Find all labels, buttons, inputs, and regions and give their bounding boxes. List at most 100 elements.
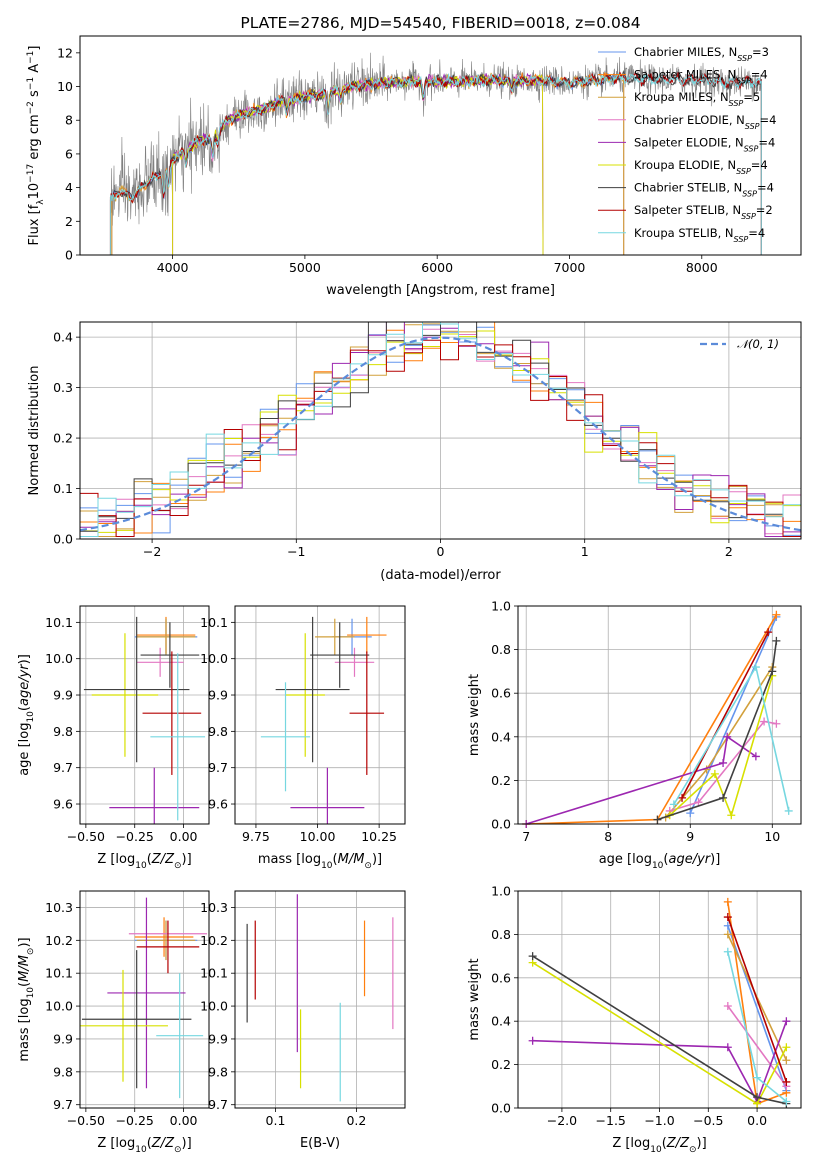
x-tick-label: 9.75 bbox=[242, 829, 270, 844]
x-tick-label: 5000 bbox=[289, 260, 321, 275]
x-tick-label: 0.1 bbox=[266, 1113, 286, 1128]
y-tick-label: 10.3 bbox=[45, 900, 73, 915]
model-spectrum-line bbox=[109, 72, 762, 255]
y-tick-label: 10.1 bbox=[45, 966, 73, 981]
charts-layer: PLATE=2786, MJD=54540, FIBERID=0018, z=0… bbox=[17, 14, 802, 1155]
axes-frame bbox=[517, 890, 802, 1109]
x-tick-label: 2 bbox=[725, 544, 733, 559]
x-tick-label: 0.0 bbox=[747, 1113, 767, 1128]
weight-point-marker bbox=[753, 1093, 762, 1102]
y-tick-label: 0.4 bbox=[491, 1014, 511, 1029]
weight-series-line bbox=[727, 925, 788, 1091]
x-axis-label: (data-model)/error bbox=[380, 568, 501, 583]
y-tick-label: 2 bbox=[65, 214, 73, 229]
x-tick-label: −0.25 bbox=[116, 1113, 154, 1128]
legend-entry-label: Kroupa ELODIE, NSSP=4 bbox=[634, 158, 768, 176]
legend: Chabrier MILES, NSSP=3 Salpeter MILES, NS… bbox=[598, 45, 776, 243]
y-tick-label: 9.9 bbox=[53, 688, 73, 703]
x-tick-label: −0.50 bbox=[67, 1113, 105, 1128]
y-axis-label: mass [log10(M/M⊙)] bbox=[17, 937, 36, 1061]
y-tick-label: 0.2 bbox=[491, 1057, 511, 1072]
x-axis-label: Z [log10(Z/Z⊙)] bbox=[612, 1136, 706, 1155]
model-spectrum-line bbox=[172, 74, 544, 255]
weight-point-marker bbox=[751, 663, 760, 672]
y-tick-label: 6 bbox=[65, 146, 73, 161]
x-tick-label: 10 bbox=[764, 829, 780, 844]
y-tick-label: 10.1 bbox=[200, 615, 228, 630]
legend-entry-label: Salpeter MILES, NSSP=4 bbox=[634, 68, 768, 86]
weight-point-marker bbox=[772, 719, 781, 728]
normal-curve-line bbox=[80, 336, 801, 532]
spectrum-panel: PLATE=2786, MJD=54540, FIBERID=0018, z=0… bbox=[26, 14, 802, 298]
weight-point-marker bbox=[723, 947, 732, 956]
x-tick-label: 4000 bbox=[157, 260, 189, 275]
x-tick-label: 8 bbox=[604, 829, 612, 844]
errorbar-layer bbox=[260, 616, 387, 824]
y-tick-label: 0.4 bbox=[491, 729, 511, 744]
axes-frame bbox=[79, 890, 210, 1109]
chart-title: PLATE=2786, MJD=54540, FIBERID=0018, z=0… bbox=[240, 14, 640, 32]
y-axis-label: mass weight bbox=[467, 958, 482, 1040]
axes-frame bbox=[517, 605, 802, 825]
age-vs-Z-panel: −0.50 −0.25 0.00 9.6 9.7 9.8 9.9 10.0 10.1 Z [log… bbox=[17, 605, 210, 871]
axes-frame bbox=[234, 890, 406, 1109]
y-axis-label: mass weight bbox=[467, 674, 482, 756]
y-tick-label: 10 bbox=[57, 79, 73, 94]
legend-entry-label: Kroupa MILES, NSSP=5 bbox=[634, 90, 760, 108]
x-tick-label: −2.0 bbox=[547, 1113, 577, 1128]
weight-series-line bbox=[727, 1005, 788, 1087]
legend-entry-label: Chabrier STELIB, NSSP=4 bbox=[634, 181, 774, 199]
x-tick-label: −2 bbox=[143, 544, 161, 559]
weight-point-marker bbox=[782, 1043, 791, 1052]
y-tick-label: 0.3 bbox=[53, 380, 73, 395]
legend-entry-label: 𝒩(0, 1) bbox=[737, 337, 779, 351]
weight-point-marker bbox=[719, 793, 728, 802]
weight-point-marker bbox=[782, 1077, 791, 1086]
weight-point-marker bbox=[782, 1056, 791, 1065]
weight-vs-Z-panel: −2.0 −1.5 −1.0 −0.5 0.0 0.0 0.2 0.4 0.6 0.8 1.0 Z [… bbox=[467, 884, 802, 1155]
y-tick-label: 0.0 bbox=[491, 817, 511, 832]
y-tick-label: 9.8 bbox=[53, 724, 73, 739]
x-tick-label: 7000 bbox=[554, 260, 586, 275]
x-tick-label: 7 bbox=[522, 829, 530, 844]
x-tick-label: 0.2 bbox=[346, 1113, 366, 1128]
y-tick-label: 10.3 bbox=[200, 900, 228, 915]
x-tick-label: −0.50 bbox=[67, 829, 105, 844]
weight-point-marker bbox=[784, 806, 793, 815]
x-tick-label: 6000 bbox=[421, 260, 453, 275]
y-tick-label: 10.1 bbox=[45, 615, 73, 630]
errorbar-layer bbox=[80, 897, 208, 1099]
legend-entry-label: Chabrier MILES, NSSP=3 bbox=[634, 45, 769, 63]
weight-point-marker bbox=[678, 793, 687, 802]
weight-point-marker bbox=[669, 800, 678, 809]
y-tick-label: 9.6 bbox=[53, 797, 73, 812]
x-axis-label: Z [log10(Z/Z⊙)] bbox=[97, 1136, 191, 1155]
legend-entry-label: Salpeter ELODIE, NSSP=4 bbox=[634, 135, 775, 153]
axes-frame bbox=[234, 605, 406, 825]
weight-point-marker bbox=[719, 758, 728, 767]
x-tick-label: 1 bbox=[581, 544, 589, 559]
weight-series-line bbox=[657, 640, 778, 821]
axes-frame bbox=[79, 605, 210, 825]
histogram-layer bbox=[80, 322, 801, 539]
x-tick-label: 0.00 bbox=[170, 829, 198, 844]
x-tick-label: 10.25 bbox=[361, 829, 397, 844]
x-tick-label: −1.0 bbox=[644, 1113, 674, 1128]
weight-point-marker bbox=[723, 1002, 732, 1011]
y-tick-label: 9.6 bbox=[208, 797, 228, 812]
y-tick-label: 0.6 bbox=[491, 686, 511, 701]
y-tick-label: 10.2 bbox=[45, 933, 73, 948]
weight-point-marker bbox=[760, 717, 769, 726]
y-tick-label: 0.6 bbox=[491, 970, 511, 985]
x-axis-label: E(B-V) bbox=[300, 1136, 340, 1151]
x-tick-label: 10.00 bbox=[300, 829, 336, 844]
x-tick-label: 9 bbox=[686, 829, 694, 844]
weight-series-line bbox=[532, 1020, 788, 1104]
weight-point-marker bbox=[772, 610, 781, 619]
legend-entry-label: Salpeter STELIB, NSSP=2 bbox=[634, 203, 773, 221]
y-tick-label: 10.0 bbox=[200, 651, 228, 666]
y-tick-label: 4 bbox=[65, 180, 73, 195]
x-tick-label: −0.5 bbox=[693, 1113, 723, 1128]
weight-series-line bbox=[681, 631, 769, 799]
y-tick-label: 10.1 bbox=[200, 966, 228, 981]
